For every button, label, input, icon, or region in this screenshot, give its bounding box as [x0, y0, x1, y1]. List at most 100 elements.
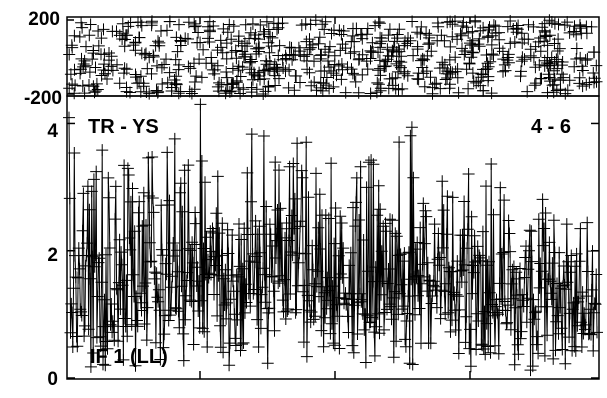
amplitude-point: [480, 180, 492, 193]
amplitude-point: [520, 316, 533, 329]
amplitude-point: [480, 317, 493, 330]
amplitude-point: [554, 301, 566, 314]
phase-point: [140, 47, 152, 60]
phase-point: [573, 77, 586, 90]
amplitude-point: [94, 340, 107, 353]
amplitude-point: [220, 312, 233, 325]
amplitude-point: [221, 223, 234, 236]
amplitude-point: [390, 335, 403, 348]
amplitude-point: [137, 280, 149, 293]
amplitude-point: [517, 300, 530, 313]
amplitude-point: [127, 268, 140, 281]
phase-point: [335, 73, 348, 86]
amplitude-point: [483, 286, 496, 299]
amplitude-point: [282, 234, 295, 247]
amplitude-point: [72, 271, 85, 284]
phase-point: [466, 67, 479, 80]
amplitude-point: [370, 320, 383, 333]
amplitude-point: [451, 255, 464, 268]
phase-point: [316, 18, 329, 31]
phase-point: [473, 32, 486, 45]
amplitude-point: [526, 255, 538, 268]
phase-point: [391, 28, 404, 41]
amplitude-point: [374, 203, 387, 216]
phase-point: [485, 87, 498, 100]
amplitude-point: [573, 255, 586, 268]
amplitude-point: [544, 287, 557, 300]
amplitude-point: [161, 146, 174, 159]
channel-range-label: 4 - 6: [531, 116, 571, 138]
amplitude-point: [476, 225, 489, 238]
amplitude-point: [235, 233, 248, 246]
phase-point: [541, 86, 554, 99]
phase-point: [493, 26, 505, 39]
amplitude-point: [406, 358, 419, 371]
amplitude-point: [103, 191, 115, 204]
phase-point: [249, 29, 262, 41]
amplitude-point: [159, 257, 172, 270]
phase-point: [366, 36, 379, 49]
phase-point: [570, 28, 583, 41]
amplitude-point: [324, 327, 337, 340]
amplitude-point: [160, 268, 173, 281]
phase-point: [129, 68, 142, 81]
amplitude-point: [248, 283, 261, 296]
amplitude-point: [449, 324, 462, 336]
phase-point: [245, 55, 258, 68]
phase-point: [438, 58, 451, 71]
amplitude-point: [411, 236, 424, 249]
amplitude-point: [316, 280, 329, 293]
phase-point: [524, 43, 537, 56]
amplitude-point: [123, 232, 136, 244]
amplitude-point: [85, 185, 98, 198]
phase-point: [193, 53, 206, 66]
amplitude-point: [325, 157, 338, 170]
phase-point: [518, 53, 531, 66]
amplitude-point: [547, 352, 560, 365]
amplitude-point: [237, 336, 250, 349]
phase-point: [80, 40, 92, 53]
amplitude-point: [436, 241, 449, 254]
amplitude-point: [124, 243, 137, 256]
amplitude-point: [97, 358, 109, 371]
phase-point: [257, 25, 270, 38]
amplitude-point: [507, 260, 520, 273]
amplitude-point: [409, 243, 422, 256]
amplitude-point: [412, 289, 424, 302]
amplitude-point: [534, 257, 547, 270]
amplitude-point: [98, 293, 111, 306]
phase-point: [155, 25, 167, 37]
amplitude-point: [569, 344, 582, 357]
phase-point: [161, 76, 174, 89]
amplitude-point: [501, 299, 514, 312]
phase-point: [174, 35, 187, 48]
amplitude-point: [84, 360, 97, 373]
amplitude-point: [144, 255, 157, 268]
amplitude-point: [541, 329, 554, 342]
amplitude-point: [435, 284, 448, 297]
phase-point: [418, 80, 431, 93]
phase-point: [287, 49, 300, 62]
phase-point: [211, 44, 224, 57]
amplitude-point: [461, 223, 474, 236]
amplitude-ytick-0: 0: [47, 369, 58, 390]
amplitude-point: [530, 338, 543, 351]
amplitude-point: [109, 213, 122, 226]
amplitude-point: [317, 340, 330, 353]
amplitude-point: [455, 276, 468, 289]
amplitude-point: [137, 186, 150, 199]
phase-point: [182, 33, 194, 45]
phase-point: [529, 40, 542, 53]
amplitude-point: [288, 192, 301, 205]
amplitude-point: [331, 310, 344, 323]
amplitude-point: [146, 192, 159, 204]
phase-point: [149, 39, 162, 52]
amplitude-point: [523, 244, 535, 257]
phase-point: [86, 53, 99, 66]
amplitude-point: [145, 255, 158, 268]
amplitude-point: [165, 281, 178, 294]
amplitude-point: [198, 325, 211, 338]
amplitude-point: [279, 313, 292, 325]
amplitude-point: [442, 306, 455, 319]
amplitude-point: [368, 349, 381, 362]
